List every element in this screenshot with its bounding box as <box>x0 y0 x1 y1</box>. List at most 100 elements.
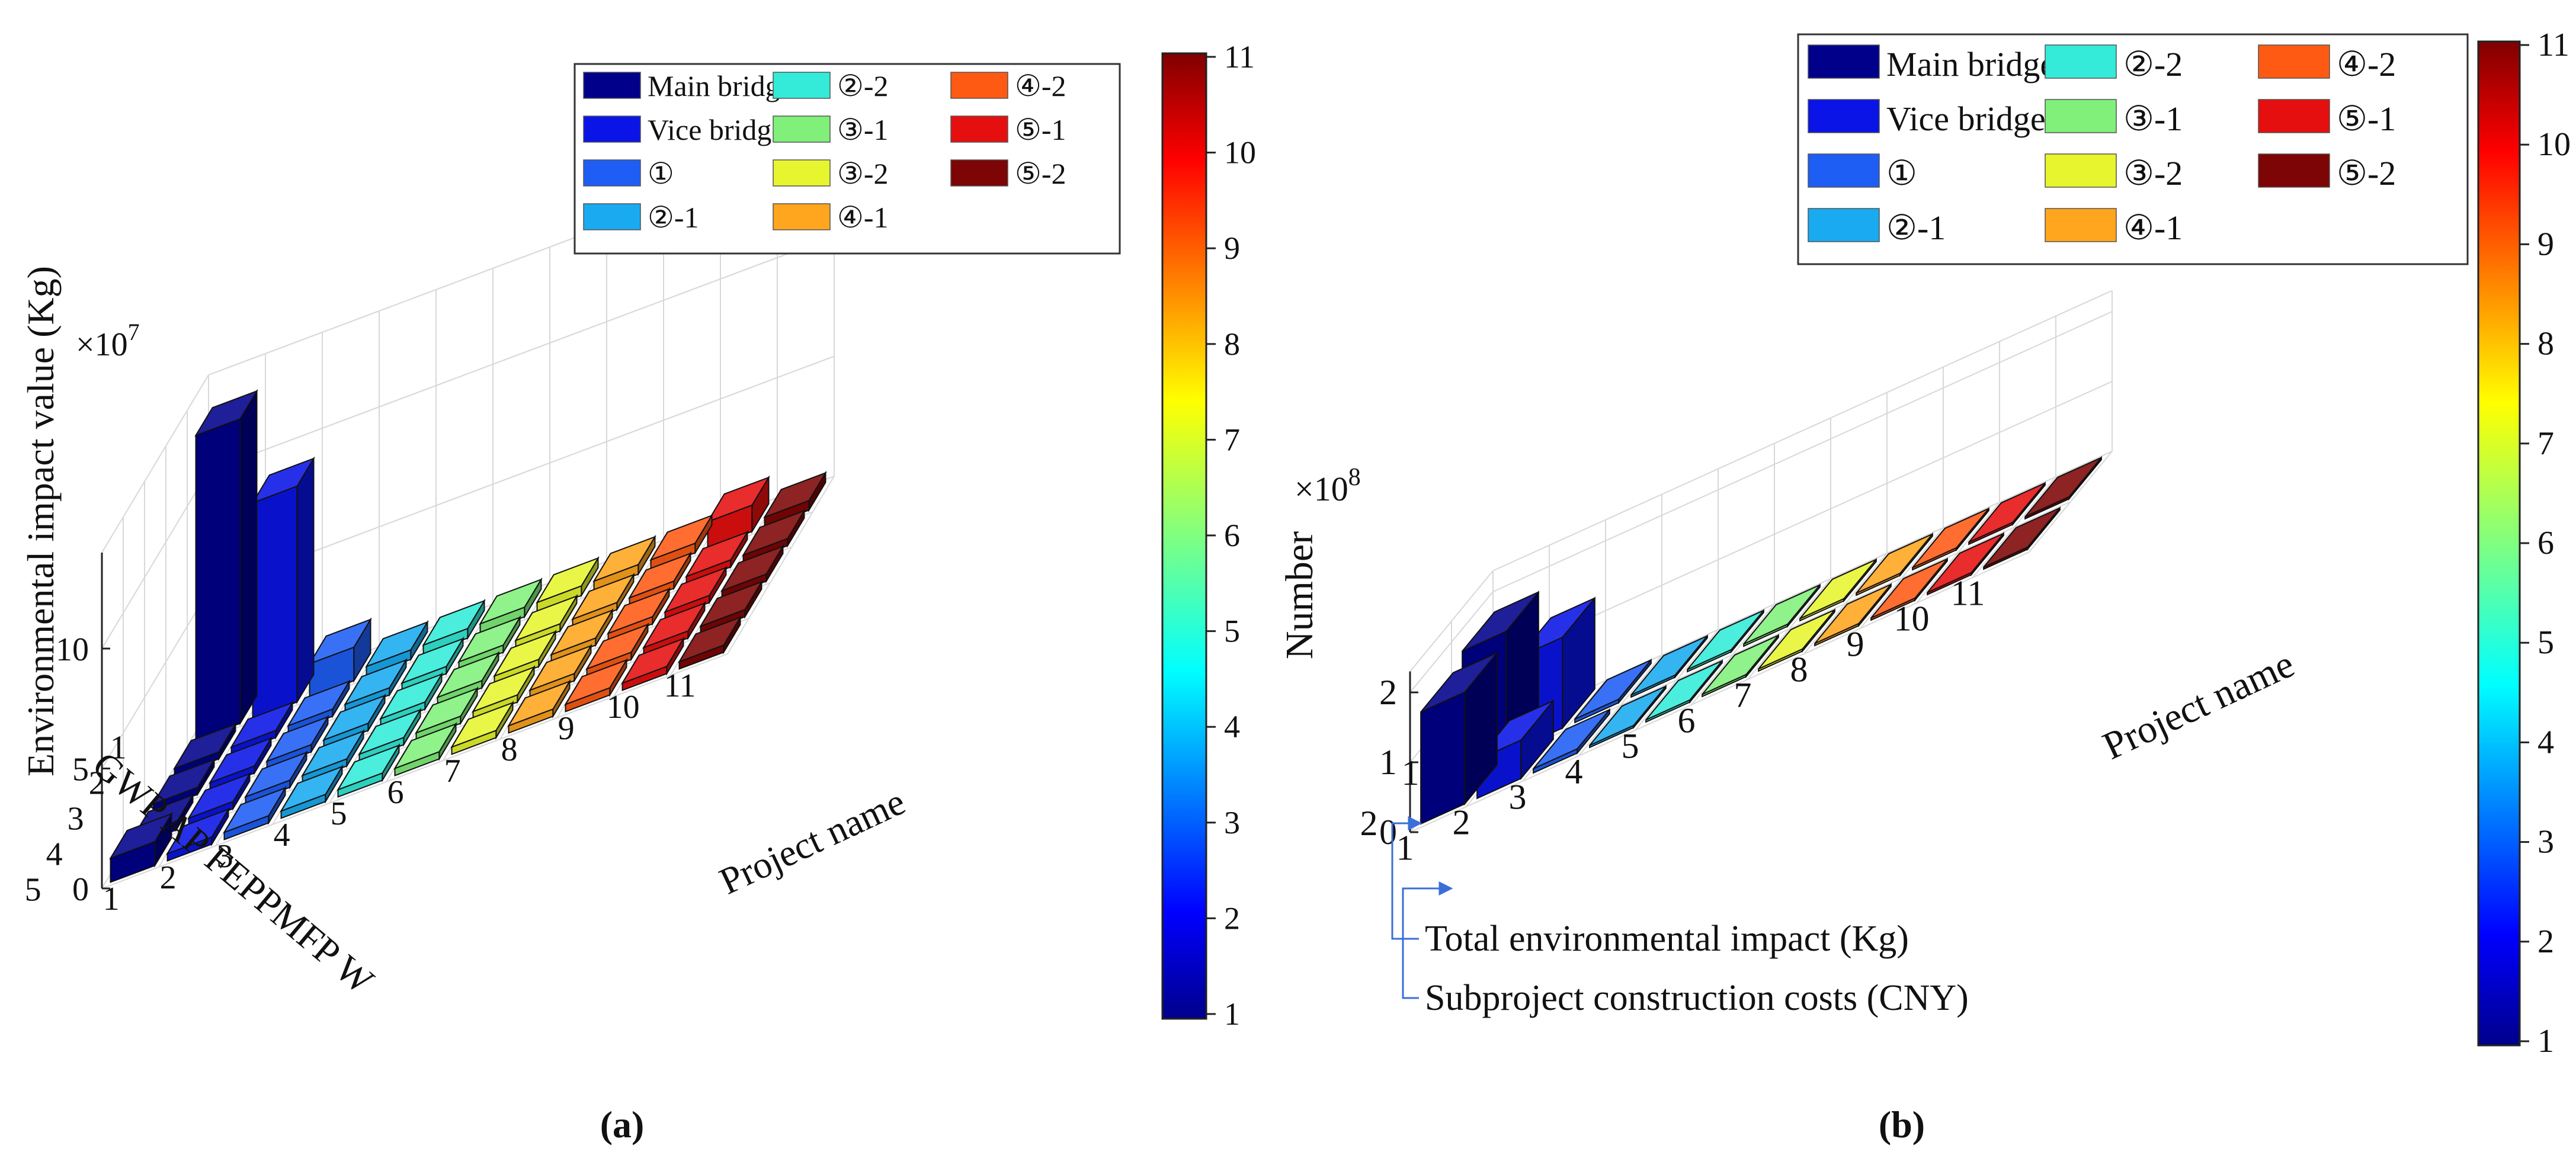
bar-face-top <box>2024 457 2102 518</box>
bar-total-environmental-impact-kg--5 <box>1687 608 1764 673</box>
bar-face-top <box>1630 635 1708 696</box>
panel-a-x-axis-label: Project name <box>713 780 911 902</box>
bar-gwp-4 <box>365 620 429 677</box>
legend-swatch <box>773 72 831 99</box>
bar-w-7 <box>450 700 514 755</box>
bar-ap-11 <box>742 508 806 563</box>
gridline <box>1409 551 2030 833</box>
gridline <box>727 476 835 654</box>
legend-swatch <box>1808 208 1880 242</box>
bar-face-top <box>1574 659 1652 720</box>
gridline <box>1492 451 2113 732</box>
annotation-arrow-2 <box>1402 881 1453 999</box>
y-tick-label: 1 <box>110 729 127 766</box>
bar-face-top <box>358 708 422 756</box>
x-tick-label: 1 <box>103 881 120 917</box>
x-tick-label: 4 <box>274 817 290 853</box>
bar-fep-11 <box>720 544 784 599</box>
gridline <box>101 590 209 769</box>
bar-fep-5 <box>379 672 443 727</box>
bar-face-top <box>379 673 443 720</box>
bar-face-top <box>1420 652 1498 713</box>
bar-face-top <box>664 566 728 614</box>
bar-face-top <box>337 744 401 791</box>
bar-gwp-6 <box>479 577 543 634</box>
bar-face-top <box>493 630 557 678</box>
bar-fep-10 <box>664 565 728 620</box>
bar-face-top <box>536 557 600 604</box>
bar-face-top <box>230 701 294 749</box>
x-tick-label: 5 <box>1622 727 1639 766</box>
legend-item-label: ④-1 <box>837 201 888 234</box>
bar-w-9 <box>564 657 628 713</box>
bar-ap-9 <box>628 551 692 606</box>
bar-gwp-2 <box>251 456 315 720</box>
bar-face-top <box>1799 559 1877 620</box>
bar-face-top <box>457 616 521 663</box>
bar-face-top <box>1589 685 1667 746</box>
bar-face-top <box>415 687 479 734</box>
bar-gwp-7 <box>536 556 600 613</box>
legend-swatch <box>2045 44 2117 79</box>
annotation-total-environmental-impact: Total environmental impact (Kg) <box>1425 919 1909 959</box>
bar-face-top <box>528 644 592 692</box>
bar-total-environmental-impact-kg--3 <box>1574 658 1652 724</box>
x-tick-label: 3 <box>217 838 233 875</box>
bar-ap-10 <box>685 530 749 585</box>
bar-face-top <box>550 609 614 656</box>
bar-face-top <box>1968 482 2046 543</box>
y-tick-label: 3 <box>68 800 84 837</box>
colorbar-tick-label: 7 <box>2537 425 2554 462</box>
bar-face-top <box>450 701 514 749</box>
bar-fep-9 <box>607 586 671 641</box>
bar-w-11 <box>678 615 742 670</box>
bar-face-top <box>1856 533 1933 594</box>
bar-w-5 <box>337 743 401 798</box>
bar-face-top <box>1687 609 1764 670</box>
panel-a-x-ticks: 1 2 3 4 5 6 7 8 9 10 11 <box>103 668 696 917</box>
panel-a-exponent-base: ×10 <box>76 326 128 363</box>
colorbar-tick-label: 10 <box>2537 126 2571 163</box>
bar-face-top <box>1983 507 2061 568</box>
x-tick-label: 9 <box>558 710 575 747</box>
panel-b-bars <box>1420 455 2102 825</box>
panel-b-exponent: ×108 <box>1295 464 1361 508</box>
bar-face-front <box>195 418 241 741</box>
bar-w-2 <box>166 807 230 862</box>
panel-b-annotations: Total environmental impact (Kg) Subproje… <box>1391 816 1969 1018</box>
colorbar-tick-label: 8 <box>2537 326 2554 362</box>
bar-subproject-construction-costs-cny--9 <box>1870 557 1948 621</box>
legend-item-label: ③-2 <box>837 157 888 190</box>
bar-face-top <box>685 531 749 578</box>
legend-item-label: Main bridge <box>648 69 793 102</box>
bar-ap-5 <box>401 636 464 691</box>
bar-w-8 <box>507 679 571 734</box>
colorbar-tick-label: 5 <box>1224 614 1240 649</box>
bar-face-top <box>287 680 351 727</box>
x-tick-label: 7 <box>444 753 461 790</box>
colorbar-tick-label: 7 <box>1224 422 1240 457</box>
colorbar-tick-label: 2 <box>2537 923 2554 960</box>
bar-face-top <box>187 772 251 820</box>
x-tick-label: 7 <box>1734 676 1752 715</box>
panel-a-legend-box <box>573 63 1121 255</box>
legend-swatch <box>2045 208 2117 242</box>
legend-swatch <box>1808 153 1880 188</box>
bar-face-top <box>742 509 806 557</box>
bar-face-top <box>422 599 486 647</box>
panel-b-z-axis-label: Number <box>1278 531 1321 659</box>
bar-gwp-5 <box>422 598 486 656</box>
x-tick-label: 8 <box>1790 650 1808 689</box>
bar-subproject-construction-costs-cny--6 <box>1702 633 1779 698</box>
gridline <box>101 653 728 889</box>
y-tick-label: 4 <box>46 836 63 872</box>
bar-face-top <box>607 588 671 635</box>
bar-face-top <box>1814 583 1892 644</box>
bar-face-top <box>173 723 237 770</box>
legend-item-label: ②-2 <box>837 69 888 102</box>
panel-a-colorbar: 1 2 3 4 5 6 7 8 9 10 11 <box>1161 39 1256 1032</box>
panel-b-colorbar: 1 2 3 4 5 6 7 8 9 10 11 <box>2477 27 2571 1060</box>
colorbar-tick-label: 3 <box>1224 805 1240 840</box>
z-tick-label: 0 <box>72 871 89 908</box>
bar-pmfp-5 <box>358 707 422 762</box>
